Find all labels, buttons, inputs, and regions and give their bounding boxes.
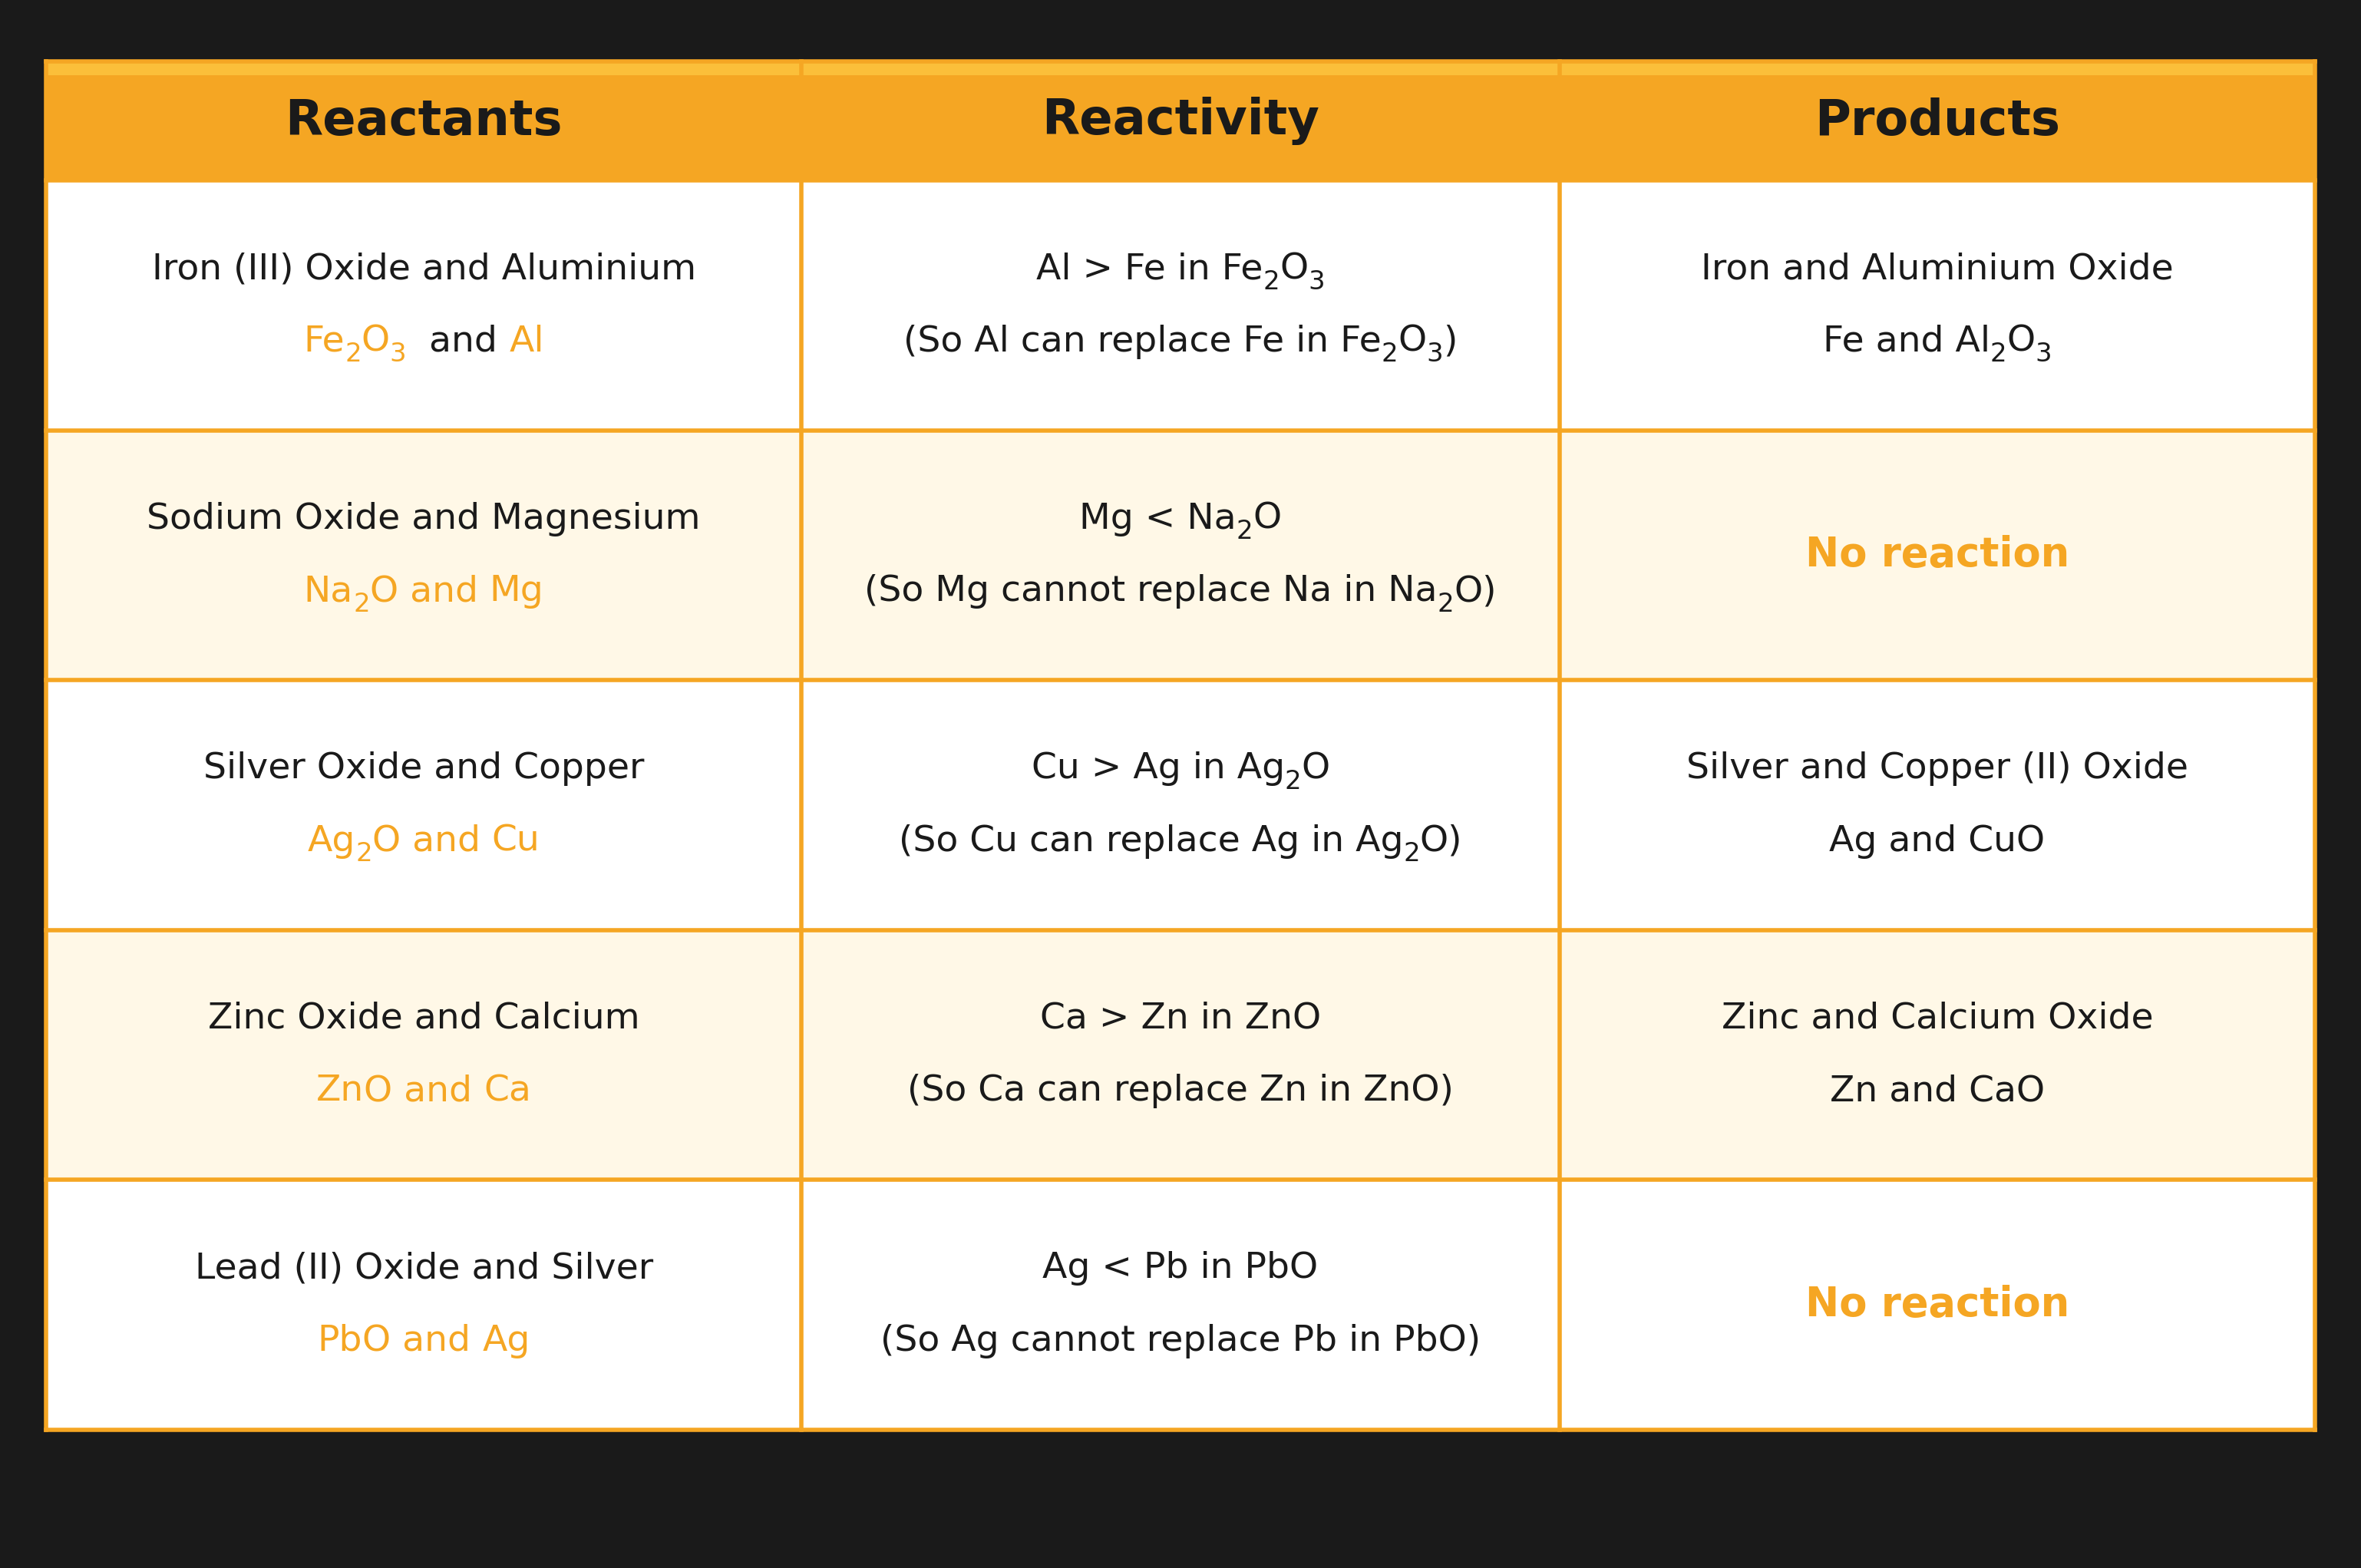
Text: (So Mg cannot replace Na in Na: (So Mg cannot replace Na in Na [864,574,1438,608]
Text: Products: Products [1813,97,2061,144]
Text: O and: O and [371,574,489,608]
Text: 2: 2 [1263,270,1280,295]
Text: Zn: Zn [316,1074,364,1109]
Text: 3: 3 [1308,270,1325,295]
Text: (So Ag cannot replace Pb in PbO): (So Ag cannot replace Pb in PbO) [881,1323,1480,1358]
Text: Silver and Copper (II) Oxide: Silver and Copper (II) Oxide [1686,751,2189,786]
Text: 3: 3 [1426,342,1443,367]
Text: 3: 3 [390,342,406,367]
Text: Zinc and Calcium Oxide: Zinc and Calcium Oxide [1721,1002,2153,1036]
Bar [47,681,803,930]
Text: O: O [1301,751,1329,786]
Text: 2: 2 [357,842,373,867]
Text: Zn and CaO: Zn and CaO [1830,1074,2045,1109]
Text: Ca: Ca [484,1074,531,1109]
Bar [1558,1181,2314,1430]
Text: Sodium Oxide and Magnesium: Sodium Oxide and Magnesium [146,502,701,536]
Text: Cu: Cu [491,825,541,859]
Bar [803,1181,1558,1430]
Text: Iron and Aluminium Oxide: Iron and Aluminium Oxide [1700,252,2174,287]
Text: Silver Oxide and Copper: Silver Oxide and Copper [203,751,645,786]
Text: Pb: Pb [319,1323,364,1358]
Text: Cu > Ag in Ag: Cu > Ag in Ag [1032,751,1284,786]
Text: Ag < Pb in PbO: Ag < Pb in PbO [1044,1251,1317,1286]
Text: O: O [2007,325,2035,359]
Text: (So Al can replace Fe in Fe: (So Al can replace Fe in Fe [904,325,1381,359]
Text: Al > Fe in Fe: Al > Fe in Fe [1036,252,1263,287]
Bar [1558,430,2314,681]
Bar [803,430,1558,681]
Text: 2: 2 [345,342,361,367]
Text: Al: Al [510,325,543,359]
Text: Iron (III) Oxide and Aluminium: Iron (III) Oxide and Aluminium [151,252,696,287]
Text: O): O) [1454,574,1497,608]
Text: Ag and CuO: Ag and CuO [1830,825,2045,859]
Text: O and: O and [373,825,491,859]
Text: and: and [406,325,510,359]
Text: Reactivity: Reactivity [1041,97,1320,146]
Text: O: O [1398,325,1426,359]
Bar [47,61,2314,75]
Text: 2: 2 [1438,591,1454,616]
Text: ): ) [1443,325,1457,359]
Text: O: O [1280,252,1308,287]
Bar [803,930,1558,1181]
Text: 2: 2 [1284,768,1301,795]
Bar [803,681,1558,930]
Text: Reactants: Reactants [286,97,562,144]
Text: O): O) [1419,825,1461,859]
Bar [1558,180,2314,430]
Text: O: O [1254,502,1282,536]
Text: 2: 2 [1402,842,1419,867]
Text: No reaction: No reaction [1806,535,2068,575]
Text: 2: 2 [1990,342,2007,367]
Text: 3: 3 [2035,342,2052,367]
Text: Na: Na [305,574,354,608]
Bar [1558,930,2314,1181]
Text: Fe: Fe [305,325,345,359]
Bar [1558,681,2314,930]
Text: Ag: Ag [307,825,357,859]
Text: Mg < Na: Mg < Na [1079,502,1237,536]
Text: O and: O and [364,1323,482,1358]
Bar [47,180,803,430]
Text: (So Ca can replace Zn in ZnO): (So Ca can replace Zn in ZnO) [907,1074,1454,1109]
Text: Ag: Ag [482,1323,531,1358]
Bar [47,61,2314,180]
Bar [47,930,803,1181]
Text: (So Cu can replace Ag in Ag: (So Cu can replace Ag in Ag [900,825,1402,859]
Bar [803,180,1558,430]
Text: 2: 2 [354,591,371,616]
Text: O: O [361,325,390,359]
Text: Ca > Zn in ZnO: Ca > Zn in ZnO [1039,1002,1322,1036]
Text: Mg: Mg [489,574,543,608]
Text: Fe and Al: Fe and Al [1823,325,1990,359]
Bar [47,430,803,681]
Text: No reaction: No reaction [1806,1284,2068,1325]
Text: 2: 2 [1381,342,1398,367]
Text: Lead (II) Oxide and Silver: Lead (II) Oxide and Silver [194,1251,654,1286]
Text: Zinc Oxide and Calcium: Zinc Oxide and Calcium [208,1002,640,1036]
Text: 2: 2 [1237,519,1254,544]
Text: O and: O and [364,1074,484,1109]
Bar [47,1181,803,1430]
